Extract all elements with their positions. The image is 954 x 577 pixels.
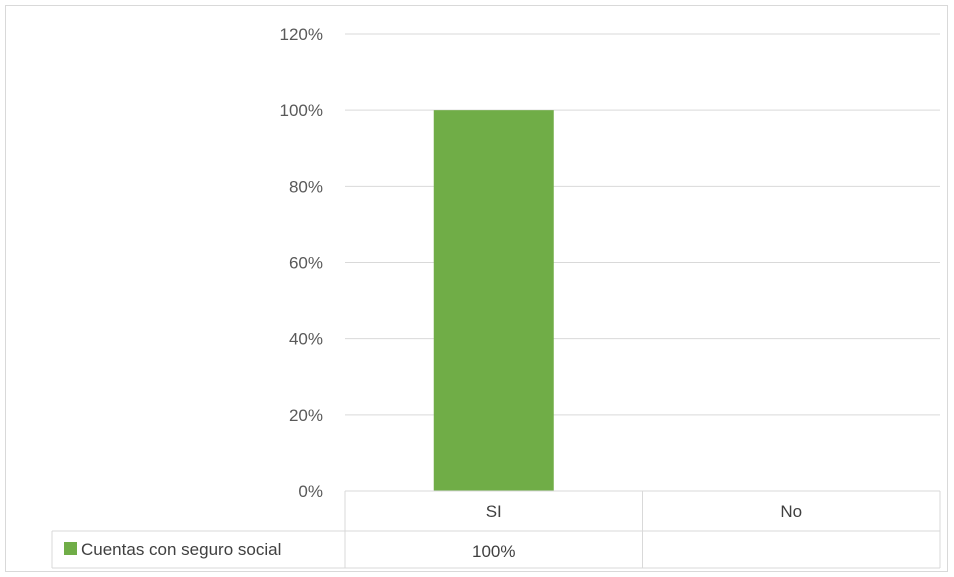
table-cell-value: 100% <box>472 542 515 561</box>
x-category-label: No <box>780 502 802 521</box>
y-tick-label: 40% <box>289 330 323 349</box>
bars <box>433 110 554 492</box>
y-tick-label: 20% <box>289 406 323 425</box>
y-tick-label: 120% <box>280 25 323 44</box>
y-axis-tick-labels: 0% 20% 40% 60% 80% 100% 120% <box>280 25 323 501</box>
y-tick-label: 60% <box>289 254 323 273</box>
y-tick-label: 100% <box>280 101 323 120</box>
y-tick-label: 80% <box>289 177 323 196</box>
x-category-label: SI <box>486 502 502 521</box>
data-table: SI No Cuentas con seguro social 100% <box>51 490 941 569</box>
bar <box>433 110 554 492</box>
y-tick-label: 0% <box>298 482 323 501</box>
legend-swatch <box>64 542 77 555</box>
legend-label: Cuentas con seguro social <box>81 540 281 559</box>
